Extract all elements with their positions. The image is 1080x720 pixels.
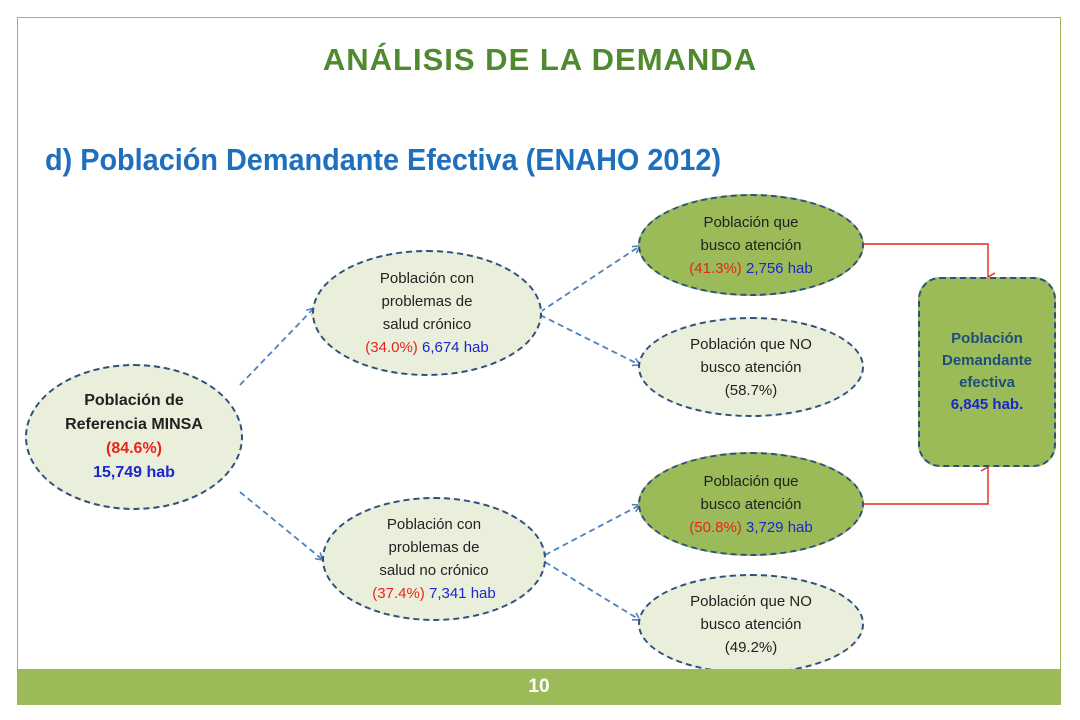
- node-values: (34.0%) 6,674 hab: [365, 336, 488, 359]
- node-non-chronic-not-sought-care: Población que NO busco atención (49.2%): [638, 574, 864, 674]
- node-line: Población: [951, 330, 1023, 347]
- node-chronic-sought-care: Población que busco atención (41.3%) 2,7…: [638, 194, 864, 296]
- node-line: busco atención: [700, 615, 802, 633]
- node-line: Población con: [386, 516, 482, 533]
- connector-reference-to-non-chronic: [239, 491, 325, 562]
- node-percent: (34.0%): [365, 339, 418, 356]
- node-line: efectiva: [959, 374, 1015, 391]
- node-line: problemas de: [381, 293, 473, 310]
- node-percent: (49.2%): [724, 638, 778, 656]
- connector-chronic-to-not-sought: [539, 314, 642, 367]
- node-reference-population: Población de Referencia MINSA (84.6%) 15…: [25, 364, 243, 510]
- page-number: 10: [528, 676, 550, 697]
- node-effective-demand: Población Demandante efectiva 6,845 hab.: [918, 277, 1056, 467]
- node-line: Población que: [703, 213, 799, 231]
- node-count: 6,674 hab: [421, 339, 489, 356]
- node-line: Población que: [703, 472, 799, 490]
- node-line: problemas de: [388, 539, 480, 556]
- node-line: Población que NO: [690, 592, 812, 610]
- connector-sought-bottom-to-result: [862, 462, 990, 505]
- node-line: salud no crónico: [379, 562, 489, 579]
- node-line: Población que NO: [690, 335, 812, 353]
- node-line: busco atención: [700, 236, 802, 254]
- node-chronic-population: Población con problemas de salud crónico…: [312, 250, 542, 376]
- node-line: Demandante: [941, 352, 1033, 369]
- connector-chronic-to-sought: [539, 245, 642, 313]
- footer-bar: 10: [17, 669, 1061, 705]
- node-percent: (50.8%): [689, 518, 742, 536]
- node-values: (41.3%) 2,756 hab: [689, 257, 812, 280]
- node-count: 2,756 hab: [745, 259, 813, 277]
- node-count: 7,341 hab: [428, 585, 496, 602]
- node-count: 3,729 hab: [745, 518, 813, 536]
- connector-reference-to-chronic: [239, 306, 316, 386]
- connector-sought-top-to-result: [862, 243, 996, 282]
- slide-title: ANÁLISIS DE LA DEMANDA: [322, 42, 758, 77]
- node-line: busco atención: [700, 358, 802, 376]
- node-line: Población con: [379, 270, 475, 287]
- node-non-chronic-sought-care: Población que busco atención (50.8%) 3,7…: [638, 452, 864, 556]
- node-percent: (41.3%): [689, 259, 742, 277]
- node-percent: (84.6%): [105, 440, 163, 457]
- node-line: Población de: [84, 392, 184, 409]
- connector-non-chronic-to-not-sought: [544, 561, 642, 621]
- node-percent: (37.4%): [372, 585, 425, 602]
- node-line: Referencia MINSA: [65, 416, 203, 433]
- node-count: 15,749 hab: [93, 464, 175, 481]
- node-chronic-not-sought-care: Población que NO busco atención (58.7%): [638, 317, 864, 417]
- node-count: 6,845 hab.: [950, 396, 1024, 413]
- slide-subtitle: d) Población Demandante Efectiva (ENAHO …: [45, 142, 722, 177]
- node-line: busco atención: [700, 495, 802, 513]
- connector-non-chronic-to-sought: [544, 503, 642, 556]
- node-values: (37.4%) 7,341 hab: [372, 582, 495, 605]
- node-values: (50.8%) 3,729 hab: [689, 516, 812, 539]
- node-line: salud crónico: [382, 316, 472, 333]
- node-non-chronic-population: Población con problemas de salud no crón…: [322, 497, 546, 621]
- node-percent: (58.7%): [724, 381, 778, 399]
